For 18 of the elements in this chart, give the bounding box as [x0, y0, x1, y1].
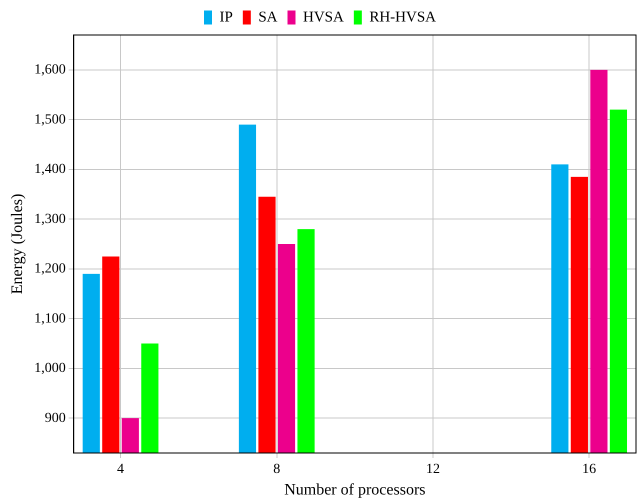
legend-label: IP	[219, 9, 233, 26]
y-tick-label: 1,300	[34, 212, 66, 227]
y-tick-label: 1,200	[34, 262, 66, 277]
y-tick-label: 900	[44, 410, 66, 426]
y-tick-label: 1,500	[34, 112, 66, 128]
x-tick-label: 16	[582, 462, 596, 478]
x-axis-title: Number of processors	[284, 482, 426, 499]
y-axis-title: Energy (Joules)	[8, 194, 26, 294]
x-tick-label: 4	[117, 462, 124, 478]
x-tick-label: 8	[273, 462, 280, 478]
y-tick-label: 1,100	[34, 311, 66, 326]
x-tick-label: 12	[426, 462, 440, 478]
legend-label: HVSA	[303, 9, 344, 26]
y-tick-label: 1,400	[34, 162, 66, 178]
y-tick-label: 1,600	[34, 62, 66, 78]
legend-label: SA	[258, 9, 278, 26]
y-tick-label: 1,000	[34, 361, 66, 376]
legend-label: RH-HVSA	[369, 9, 436, 26]
